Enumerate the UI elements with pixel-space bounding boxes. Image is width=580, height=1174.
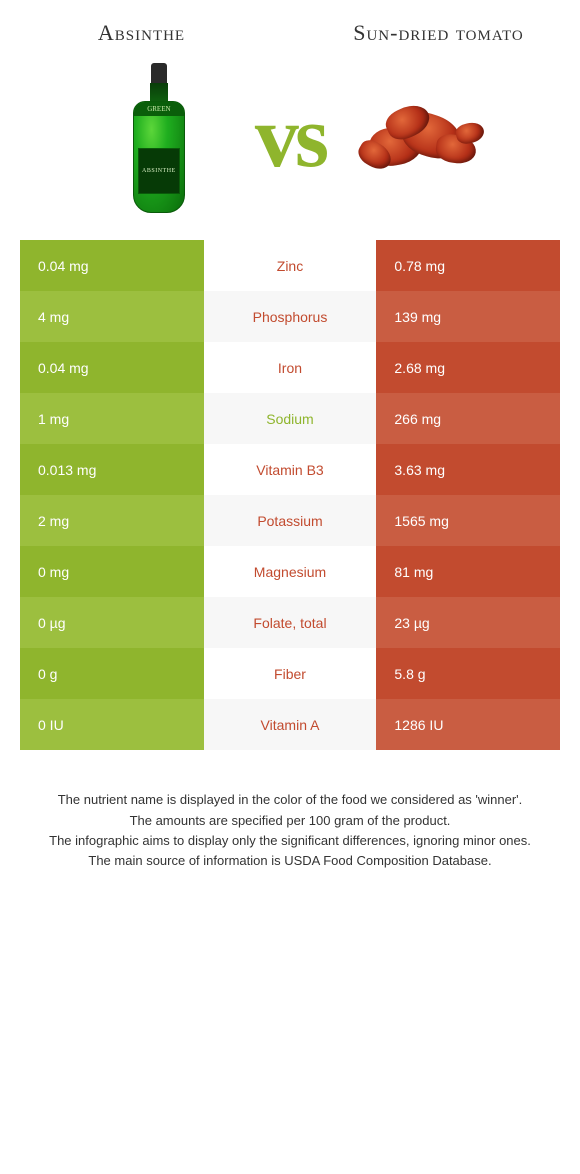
- table-row: 0.04 mgZinc0.78 mg: [20, 240, 560, 291]
- table-row: 0 IUVitamin A1286 IU: [20, 699, 560, 750]
- nutrient-name: Folate, total: [204, 597, 377, 648]
- left-value: 2 mg: [20, 495, 204, 546]
- absinthe-bottle-icon: GREEN ABSINTHE: [133, 63, 185, 213]
- left-value: 0 mg: [20, 546, 204, 597]
- table-row: 2 mgPotassium1565 mg: [20, 495, 560, 546]
- right-value: 1286 IU: [376, 699, 560, 750]
- vs-label: vs: [255, 94, 325, 182]
- right-value: 5.8 g: [376, 648, 560, 699]
- footer-notes: The nutrient name is displayed in the co…: [0, 790, 580, 901]
- right-value: 2.68 mg: [376, 342, 560, 393]
- footer-line: The infographic aims to display only the…: [22, 831, 558, 851]
- table-row: 1 mgSodium266 mg: [20, 393, 560, 444]
- table-row: 0 gFiber5.8 g: [20, 648, 560, 699]
- image-row: GREEN ABSINTHE vs: [20, 58, 560, 218]
- left-value: 0.013 mg: [20, 444, 204, 495]
- nutrient-name: Iron: [204, 342, 377, 393]
- bottle-label: ABSINTHE: [138, 148, 180, 194]
- table-row: 4 mgPhosphorus139 mg: [20, 291, 560, 342]
- nutrient-name: Fiber: [204, 648, 377, 699]
- right-value: 0.78 mg: [376, 240, 560, 291]
- footer-line: The nutrient name is displayed in the co…: [22, 790, 558, 810]
- right-image: [331, 58, 511, 218]
- table-row: 0 µgFolate, total23 µg: [20, 597, 560, 648]
- footer-line: The amounts are specified per 100 gram o…: [22, 811, 558, 831]
- left-title: Absinthe: [20, 20, 263, 46]
- left-value: 4 mg: [20, 291, 204, 342]
- left-value: 0.04 mg: [20, 342, 204, 393]
- nutrient-name: Sodium: [204, 393, 377, 444]
- left-value: 0 µg: [20, 597, 204, 648]
- right-value: 3.63 mg: [376, 444, 560, 495]
- table-row: 0.04 mgIron2.68 mg: [20, 342, 560, 393]
- comparison-table: 0.04 mgZinc0.78 mg4 mgPhosphorus139 mg0.…: [20, 240, 560, 750]
- bottle-band: GREEN: [134, 102, 184, 116]
- right-value: 81 mg: [376, 546, 560, 597]
- table-row: 0 mgMagnesium81 mg: [20, 546, 560, 597]
- nutrient-name: Vitamin A: [204, 699, 377, 750]
- right-value: 1565 mg: [376, 495, 560, 546]
- footer-line: The main source of information is USDA F…: [22, 851, 558, 871]
- header: Absinthe Sun-dried tomato: [20, 20, 560, 46]
- left-value: 0 g: [20, 648, 204, 699]
- right-value: 266 mg: [376, 393, 560, 444]
- table-row: 0.013 mgVitamin B33.63 mg: [20, 444, 560, 495]
- nutrient-name: Magnesium: [204, 546, 377, 597]
- nutrient-name: Potassium: [204, 495, 377, 546]
- nutrient-name: Vitamin B3: [204, 444, 377, 495]
- left-image: GREEN ABSINTHE: [69, 58, 249, 218]
- sun-dried-tomato-icon: [346, 93, 496, 183]
- left-value: 0 IU: [20, 699, 204, 750]
- right-title: Sun-dried tomato: [317, 20, 560, 46]
- left-value: 0.04 mg: [20, 240, 204, 291]
- left-value: 1 mg: [20, 393, 204, 444]
- nutrient-name: Zinc: [204, 240, 377, 291]
- right-value: 23 µg: [376, 597, 560, 648]
- nutrient-name: Phosphorus: [204, 291, 377, 342]
- right-value: 139 mg: [376, 291, 560, 342]
